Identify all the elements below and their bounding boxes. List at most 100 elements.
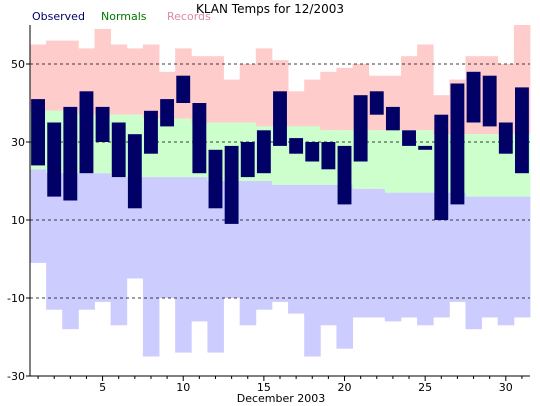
- record-range-bar: [417, 44, 434, 131]
- record-range-bar: [62, 40, 79, 111]
- record-low-bar: [497, 196, 515, 326]
- record-range-bar: [255, 48, 273, 127]
- record-low-bar: [481, 196, 499, 318]
- x-tick-label: 10: [176, 381, 190, 394]
- normal-range-bar: [175, 118, 192, 178]
- observed-bar: [515, 87, 529, 174]
- normal-range-bar: [465, 134, 483, 197]
- normal-range-bar: [368, 130, 386, 189]
- record-low-bar: [30, 169, 47, 263]
- record-range-bar: [304, 79, 321, 127]
- legend-normals: Normals: [101, 10, 147, 23]
- record-range-bar: [223, 79, 241, 123]
- record-range-bar: [110, 44, 128, 115]
- observed-bar: [369, 91, 384, 115]
- record-low-bar: [384, 192, 402, 322]
- chart-title: KLAN Temps for 12/2003: [196, 2, 344, 16]
- y-tick-label: 30: [11, 136, 25, 149]
- x-tick-label: 5: [99, 381, 106, 394]
- record-low-bar: [159, 177, 176, 298]
- observed-bar: [289, 138, 304, 154]
- record-range-bar: [320, 71, 337, 131]
- observed-bar: [434, 114, 449, 220]
- y-tick-label: -10: [7, 292, 25, 305]
- record-range-bar: [239, 64, 257, 123]
- legend-records: Records: [167, 10, 211, 23]
- observed-bar: [450, 83, 465, 205]
- record-low-bar: [352, 188, 370, 318]
- record-range-bar: [94, 28, 112, 115]
- observed-bar: [353, 95, 368, 162]
- record-low-bar: [207, 181, 224, 353]
- observed-bar: [418, 145, 433, 150]
- record-low-bar: [255, 181, 273, 310]
- record-low-bar: [400, 192, 418, 318]
- y-tick-label: 10: [11, 214, 25, 227]
- record-low-bar: [191, 177, 208, 322]
- observed-bar: [273, 91, 287, 146]
- observed-bar: [31, 99, 45, 166]
- normal-range-bar: [417, 130, 434, 193]
- record-low-bar: [78, 173, 95, 310]
- observed-bar: [498, 122, 513, 154]
- x-tick-label: 20: [338, 381, 352, 394]
- record-range-bar: [207, 56, 224, 123]
- record-range-bar: [126, 48, 144, 115]
- y-tick-label: 50: [11, 58, 25, 71]
- record-low-bar: [94, 173, 112, 302]
- record-low-bar: [110, 177, 128, 326]
- record-low-bar: [465, 196, 483, 330]
- record-range-bar: [400, 56, 418, 131]
- plot-area: [30, 25, 531, 357]
- observed-bar: [160, 99, 175, 127]
- record-low-bar: [46, 173, 63, 310]
- legend-observed: Observed: [32, 10, 85, 23]
- record-range-bar: [336, 67, 353, 131]
- x-tick-label: 15: [257, 381, 271, 394]
- observed-bar: [321, 142, 336, 170]
- record-low-bar: [304, 184, 321, 357]
- observed-bar: [466, 71, 481, 123]
- record-low-bar: [288, 184, 305, 314]
- observed-bar: [63, 106, 78, 201]
- record-low-bar: [62, 173, 79, 330]
- observed-bar: [482, 75, 497, 127]
- record-low-bar: [175, 177, 192, 353]
- record-low-bar: [142, 177, 160, 357]
- y-tick-label: -30: [7, 370, 25, 383]
- record-low-bar: [368, 188, 386, 318]
- observed-bar: [256, 130, 271, 174]
- normal-range-bar: [481, 134, 499, 197]
- observed-bar: [240, 142, 255, 178]
- record-range-bar: [142, 44, 160, 119]
- record-low-bar: [336, 184, 353, 349]
- x-tick-label: 25: [418, 381, 432, 394]
- record-low-bar: [513, 196, 531, 318]
- observed-bar: [402, 130, 416, 146]
- observed-bar: [47, 122, 62, 197]
- observed-bar: [176, 75, 191, 103]
- normal-range-bar: [288, 126, 305, 185]
- observed-bar: [79, 91, 94, 174]
- record-range-bar: [46, 40, 63, 111]
- record-range-bar: [288, 91, 305, 127]
- record-low-bar: [417, 192, 434, 326]
- record-low-bar: [449, 192, 466, 302]
- observed-bar: [337, 145, 352, 205]
- record-low-bar: [239, 181, 257, 326]
- observed-bar: [305, 142, 320, 162]
- observed-bar: [385, 106, 400, 131]
- normal-range-bar: [159, 118, 176, 178]
- axes: -30 -10 10 30 50 5 10 15 20 25 30: [7, 25, 530, 394]
- observed-bar: [192, 103, 207, 174]
- record-low-bar: [271, 184, 289, 302]
- observed-bar: [111, 122, 126, 178]
- record-low-bar: [433, 192, 450, 318]
- record-low-bar: [320, 184, 337, 326]
- record-range-bar: [497, 64, 515, 135]
- observed-bar: [127, 134, 142, 209]
- x-tick-label: 30: [499, 381, 513, 394]
- record-range-bar: [30, 44, 47, 111]
- observed-bar: [144, 110, 158, 154]
